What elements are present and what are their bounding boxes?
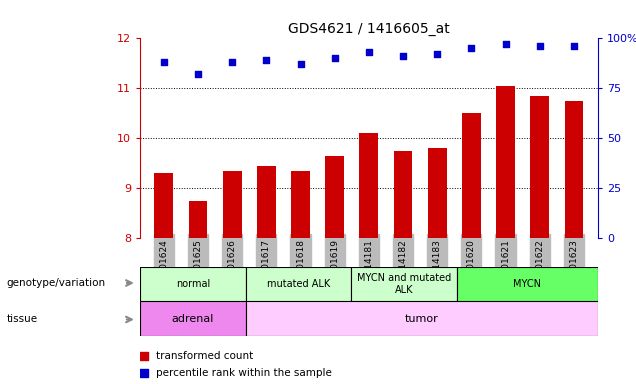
Text: tumor: tumor — [405, 314, 439, 324]
Text: MYCN and mutated
ALK: MYCN and mutated ALK — [357, 273, 451, 295]
Text: adrenal: adrenal — [172, 314, 214, 324]
Point — [501, 41, 511, 48]
Bar — [155, 173, 173, 238]
Bar — [351, 267, 457, 301]
Point — [159, 59, 169, 65]
Point — [296, 61, 306, 68]
Bar — [394, 151, 413, 238]
Point — [329, 55, 340, 61]
Point — [227, 59, 237, 65]
Bar — [565, 101, 583, 238]
Point — [535, 43, 545, 50]
Text: tissue: tissue — [6, 314, 38, 324]
Bar — [245, 267, 351, 301]
Bar — [428, 148, 446, 238]
Bar — [245, 301, 598, 336]
Text: normal: normal — [176, 279, 210, 289]
Point — [193, 71, 203, 78]
Bar — [496, 86, 515, 238]
Title: GDS4621 / 1416605_at: GDS4621 / 1416605_at — [288, 22, 450, 36]
Bar — [189, 200, 207, 238]
Bar — [462, 113, 481, 238]
Bar — [140, 301, 245, 336]
Text: MYCN: MYCN — [513, 279, 541, 289]
Bar — [359, 133, 378, 238]
Bar — [530, 96, 549, 238]
Point — [398, 53, 408, 60]
Point — [364, 49, 374, 55]
Bar — [140, 267, 245, 301]
Point — [139, 353, 149, 359]
Bar — [223, 170, 242, 238]
Point — [261, 57, 272, 63]
Bar — [291, 170, 310, 238]
Text: genotype/variation: genotype/variation — [6, 278, 106, 288]
Text: percentile rank within the sample: percentile rank within the sample — [156, 368, 332, 378]
Point — [432, 51, 442, 58]
Point — [466, 45, 476, 51]
Bar — [257, 166, 276, 238]
Bar — [325, 156, 344, 238]
Bar — [457, 267, 598, 301]
Point — [139, 370, 149, 376]
Point — [569, 43, 579, 50]
Text: mutated ALK: mutated ALK — [267, 279, 330, 289]
Text: transformed count: transformed count — [156, 351, 253, 361]
